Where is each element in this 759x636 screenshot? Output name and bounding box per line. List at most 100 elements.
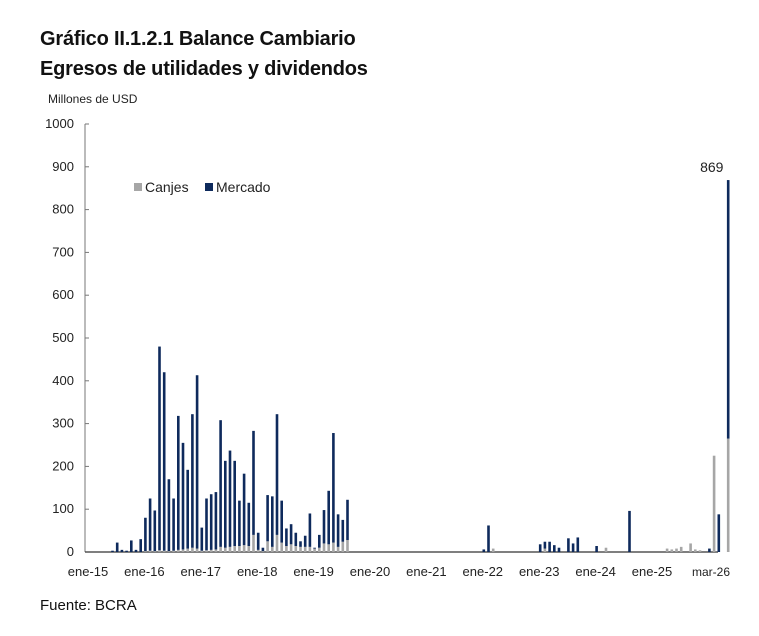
x-tick-label: ene-15 (68, 564, 108, 579)
bar-mercado (628, 510, 631, 552)
bar-mercado (148, 498, 152, 551)
bar-canjes (698, 550, 702, 552)
bar-canjes (224, 547, 227, 552)
x-tick-label: ene-24 (575, 564, 615, 579)
bar-mercado (275, 414, 279, 535)
bar-canjes (679, 546, 683, 552)
bar-canjes (219, 546, 222, 552)
bar-mercado (200, 527, 204, 551)
y-tick-label: 500 (52, 330, 74, 345)
bar-mercado (144, 517, 147, 552)
bar-mercado (191, 414, 194, 548)
bar-mercado (299, 541, 302, 547)
bar-canjes (665, 548, 669, 552)
bar-canjes (341, 541, 345, 552)
bar-mercado (125, 550, 128, 552)
legend-label-canjes: Canjes (145, 179, 189, 195)
y-tick-label: 600 (52, 287, 74, 302)
bar-mercado (252, 430, 255, 535)
bar-canjes (238, 546, 241, 552)
legend-swatch-mercado (205, 183, 213, 191)
bar-canjes (694, 549, 697, 552)
bar-canjes (285, 546, 288, 552)
bar-canjes (228, 546, 232, 552)
bar-mercado (205, 498, 208, 551)
bar-canjes (280, 542, 283, 552)
x-tick-label: ene-16 (124, 564, 164, 579)
bar-mercado (308, 513, 312, 547)
bar-canjes (186, 548, 189, 552)
y-tick-label: 0 (67, 544, 74, 559)
x-tick-label: ene-20 (350, 564, 390, 579)
bar-mercado (567, 538, 570, 552)
bar-canjes (256, 549, 260, 552)
bar-canjes (167, 551, 171, 552)
bar-mercado (285, 528, 288, 547)
bar-mercado (247, 502, 251, 547)
x-tick-label: ene-19 (293, 564, 333, 579)
bar-canjes (543, 548, 547, 552)
bar-mercado (130, 540, 133, 552)
bar-mercado (543, 541, 547, 549)
bar-mercado (172, 498, 175, 551)
bar-canjes (689, 543, 692, 552)
bar-mercado (289, 524, 293, 545)
bar-canjes (289, 544, 293, 552)
bar-canjes (158, 550, 161, 552)
x-axis: ene-15 ene-16 ene-17 ene-18 ene-19 ene-20 ene-… (68, 551, 730, 579)
bar-mercado (303, 535, 307, 547)
bar-mercado (717, 514, 721, 552)
bar-mercado (256, 532, 260, 550)
bar-canjes (205, 550, 208, 552)
x-tick-label: ene-23 (519, 564, 559, 579)
bar-mercado (153, 510, 157, 552)
bar-canjes (261, 551, 265, 552)
bar-mercado (332, 433, 335, 543)
bar-mercado (336, 514, 340, 547)
bar-mercado (209, 494, 213, 550)
bar-canjes (195, 548, 199, 552)
bar-canjes (214, 549, 218, 552)
bar-canjes (318, 547, 321, 552)
x-tick-label: ene-25 (632, 564, 672, 579)
x-tick-label: ene-22 (463, 564, 503, 579)
bars (111, 180, 730, 552)
bar-mercado (162, 372, 166, 551)
bar-canjes (148, 550, 152, 552)
bar-mercado (571, 543, 575, 552)
bar-mercado (181, 442, 185, 550)
legend-swatch-canjes (134, 183, 142, 191)
y-tick-label: 800 (52, 202, 74, 217)
y-tick-label: 300 (52, 416, 74, 431)
bar-canjes (252, 534, 255, 552)
bar-mercado (548, 541, 551, 552)
bar-mercado (482, 549, 486, 552)
bar-canjes (313, 548, 316, 552)
bar-canjes (200, 550, 204, 552)
bar-mercado (538, 544, 542, 552)
bar-canjes (336, 546, 340, 552)
bar-canjes (675, 548, 678, 552)
bar-canjes (209, 549, 213, 552)
bar-canjes (181, 549, 185, 552)
bar-mercado (158, 346, 161, 551)
bar-canjes (162, 550, 166, 552)
bar-canjes (177, 549, 180, 552)
bar-canjes (275, 534, 279, 552)
bar-mercado (487, 525, 490, 552)
bar-mercado (139, 539, 142, 552)
bar-mercado (595, 546, 598, 552)
bar-mercado (134, 549, 138, 552)
bar-mercado (261, 547, 265, 552)
bar-canjes (172, 550, 175, 552)
y-tick-label: 200 (52, 458, 74, 473)
y-tick-label: 400 (52, 373, 74, 388)
x-tick-label: ene-21 (406, 564, 446, 579)
bar-mercado (327, 490, 330, 545)
bar-mercado (214, 492, 218, 550)
bar-mercado (228, 450, 232, 547)
x-tick-label: ene-17 (181, 564, 221, 579)
bar-mercado (167, 479, 171, 552)
bar-mercado (233, 460, 236, 547)
